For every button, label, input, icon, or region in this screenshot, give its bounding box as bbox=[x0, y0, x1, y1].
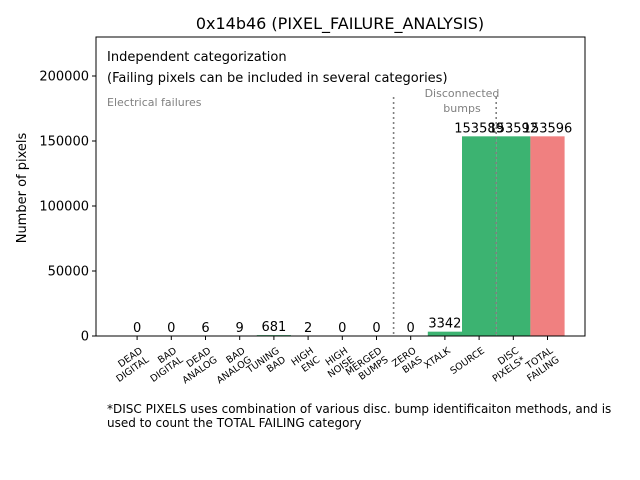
x-tick-label: ZEROBIAS bbox=[390, 345, 424, 378]
x-tick-label: TUNINGBAD bbox=[244, 345, 288, 385]
y-axis-label: Number of pixels bbox=[15, 132, 30, 243]
bar-value-label: 153592 bbox=[488, 121, 538, 136]
x-tick-label: HIGHENC bbox=[289, 345, 322, 377]
footnote-line-1: *DISC PIXELS uses combination of various… bbox=[107, 402, 612, 416]
footnote: *DISC PIXELS uses combination of various… bbox=[107, 402, 637, 430]
bar-value-label: 3342 bbox=[428, 317, 461, 332]
x-tick-label: MERGEDBUMPS bbox=[344, 345, 391, 387]
x-tick-label: TOTALFAILING bbox=[519, 345, 562, 384]
bar-xtalk bbox=[427, 331, 462, 336]
x-tick-label: DISCPIXELS* bbox=[484, 345, 527, 385]
bar-disc-pixels bbox=[496, 136, 531, 336]
x-tick-label: DEADDIGITAL bbox=[108, 345, 152, 385]
y-tick-label: 0 bbox=[81, 330, 89, 345]
annotation-disconnected-line1: Disconnected bbox=[425, 87, 500, 100]
bar-value-label: 0 bbox=[407, 321, 415, 336]
bar-value-label: 0 bbox=[338, 321, 346, 336]
bar-value-label: 153589 bbox=[454, 121, 504, 136]
bar-value-label: 2 bbox=[304, 321, 312, 336]
x-tick-label: SOURCE bbox=[448, 345, 486, 377]
annotation-multi-category: (Failing pixels can be included in sever… bbox=[107, 71, 448, 86]
bar-value-label: 153596 bbox=[523, 121, 573, 136]
bar-value-label: 0 bbox=[133, 321, 141, 336]
bar-value-label: 6 bbox=[201, 321, 209, 336]
y-tick-label: 50000 bbox=[48, 265, 89, 280]
annotation-disconnected-line2: bumps bbox=[443, 102, 481, 115]
annotation-independent: Independent categorization bbox=[107, 50, 287, 65]
y-tick-label: 100000 bbox=[39, 200, 89, 215]
x-tick-label-line: SOURCE bbox=[448, 345, 486, 377]
annotation-electrical-failures: Electrical failures bbox=[107, 96, 202, 109]
plot-frame bbox=[95, 36, 586, 337]
y-tick-label: 200000 bbox=[39, 70, 89, 85]
bar-value-label: 0 bbox=[167, 321, 175, 336]
y-tick-label: 150000 bbox=[39, 135, 89, 150]
bar-value-label: 0 bbox=[372, 321, 380, 336]
bar-value-label: 681 bbox=[261, 320, 286, 335]
bar-source bbox=[462, 136, 497, 336]
bar-value-label: 9 bbox=[236, 321, 244, 336]
bar-total-failing bbox=[530, 136, 565, 336]
chart-title: 0x14b46 (PIXEL_FAILURE_ANALYSIS) bbox=[196, 14, 484, 34]
footnote-line-2: used to count the TOTAL FAILING category bbox=[107, 416, 362, 430]
bar-chart: 0x14b46 (PIXEL_FAILURE_ANALYSIS) 0 0 6 9 681… bbox=[15, 14, 586, 387]
